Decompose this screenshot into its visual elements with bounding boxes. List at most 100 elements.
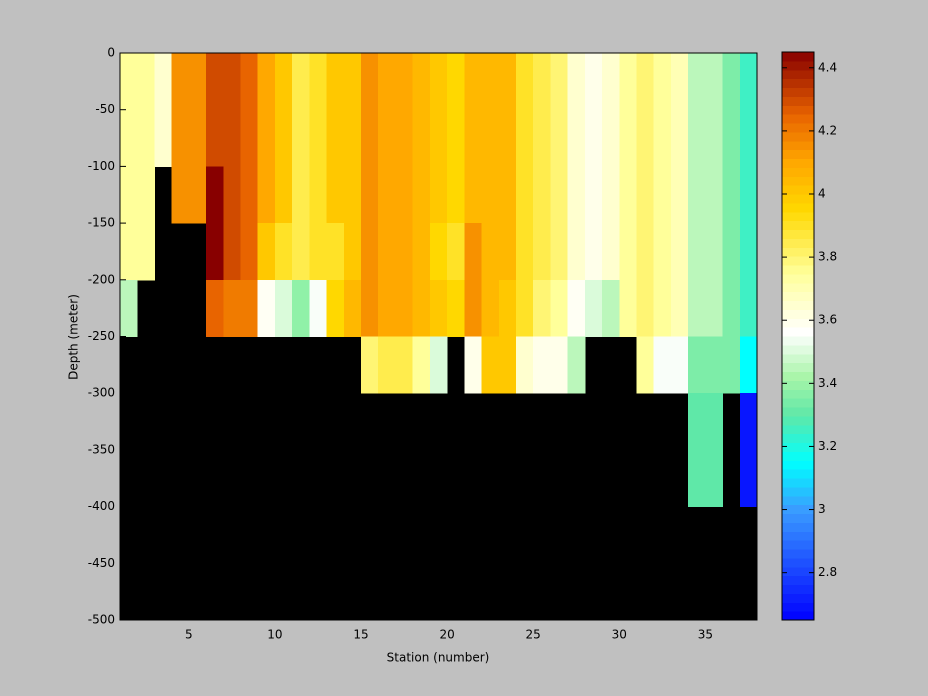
heat-cell [137,53,155,111]
heat-cell [361,53,379,111]
colorbar-swatch [782,522,814,532]
heat-cell [395,166,414,224]
colorbar-swatch [782,602,814,612]
heat-cell [602,223,620,281]
heat-cell [343,223,362,281]
heat-cell [343,109,362,167]
colorbar-swatch [782,220,814,230]
y-axis-label: Depth (meter) [67,294,81,380]
heat-cell [429,223,448,281]
heat-cell [447,109,465,167]
x-tick-label: 5 [185,628,193,642]
heat-cell [395,109,414,167]
y-tick-label: -450 [88,556,115,570]
colorbar-swatch [782,442,814,452]
x-tick-label: 25 [526,628,541,642]
heat-cell [550,166,569,224]
heat-cell [395,279,414,337]
y-tick-label: -300 [88,386,115,400]
colorbar-swatch [782,291,814,301]
heat-cell [550,53,569,111]
heat-cell [515,223,534,281]
heat-cell [464,223,483,281]
y-tick-label: -350 [88,442,115,456]
heat-cell [326,53,345,111]
heat-cell [705,336,724,394]
y-tick-label: -500 [88,613,115,627]
heat-cell [653,223,672,281]
colorbar-swatch [782,256,814,266]
heat-cell [223,109,242,167]
colorbar-swatch [782,407,814,417]
colorbar-swatch [782,131,814,142]
heat-cell [412,109,431,167]
colorbar-swatch [782,353,814,364]
heat-cell [498,223,517,281]
colorbar-tick-label: 3 [818,502,826,516]
colorbar-swatch [782,460,814,470]
heat-cell [688,279,706,337]
heat-cell [447,53,465,111]
heat-cell [739,223,758,281]
x-tick-label: 20 [439,628,454,642]
heat-cell [326,109,345,167]
heat-cell [481,53,500,111]
heat-cell [326,166,345,224]
colorbar-tick-label: 3.6 [818,313,837,327]
colorbar-swatch [782,60,814,71]
heat-cell [378,166,396,224]
heat-cell [361,336,379,394]
colorbar-tick-label: 2.8 [818,565,837,579]
heat-cell [188,109,207,167]
colorbar-frame [781,51,815,621]
heat-cell [240,223,259,281]
heat-cell [670,336,689,394]
heat-cell [584,53,603,111]
heat-cell [498,53,517,111]
colorbar-swatch [782,415,814,426]
heat-cell [292,109,310,167]
colorbar-swatch [782,433,814,443]
heat-cell [705,109,724,167]
heat-cell [498,109,517,167]
colorbar-swatch [782,265,814,275]
x-tick-label: 10 [267,628,282,642]
heat-cell [722,166,741,224]
heat-cell [670,223,689,281]
y-tick-label: -250 [88,329,115,343]
heat-cell [464,336,483,394]
heat-cell [739,109,758,167]
heat-cell [257,166,276,224]
colorbar-swatch [782,371,814,381]
heat-cell [515,279,534,337]
colorbar-swatch [782,486,814,497]
heat-cell [515,109,534,167]
heat-cell [688,109,706,167]
colorbar-swatch [782,194,814,204]
heat-cell [361,166,379,224]
heat-cell [533,166,551,224]
colorbar-swatch [782,96,814,106]
heat-cell [240,166,259,224]
colorbar-swatch [782,238,814,248]
heat-cell [171,109,190,167]
heat-cell [602,109,620,167]
heat-cell [584,166,603,224]
heat-cell [739,449,758,508]
heat-cell [636,223,655,281]
y-tick-label: 0 [107,46,115,60]
heat-cell [137,223,155,281]
heat-cell [309,223,328,281]
y-tick-label: -200 [88,272,115,286]
heat-cell [688,166,706,224]
heat-cell [429,166,448,224]
heat-cell [223,223,242,281]
heat-cell [481,166,500,224]
colorbar-swatch [782,167,814,177]
heat-cell [567,279,586,337]
heat-cell [705,279,724,337]
heat-cell [309,166,328,224]
heat-cell [739,53,758,111]
heat-cell [378,223,396,281]
heat-cell [361,109,379,167]
